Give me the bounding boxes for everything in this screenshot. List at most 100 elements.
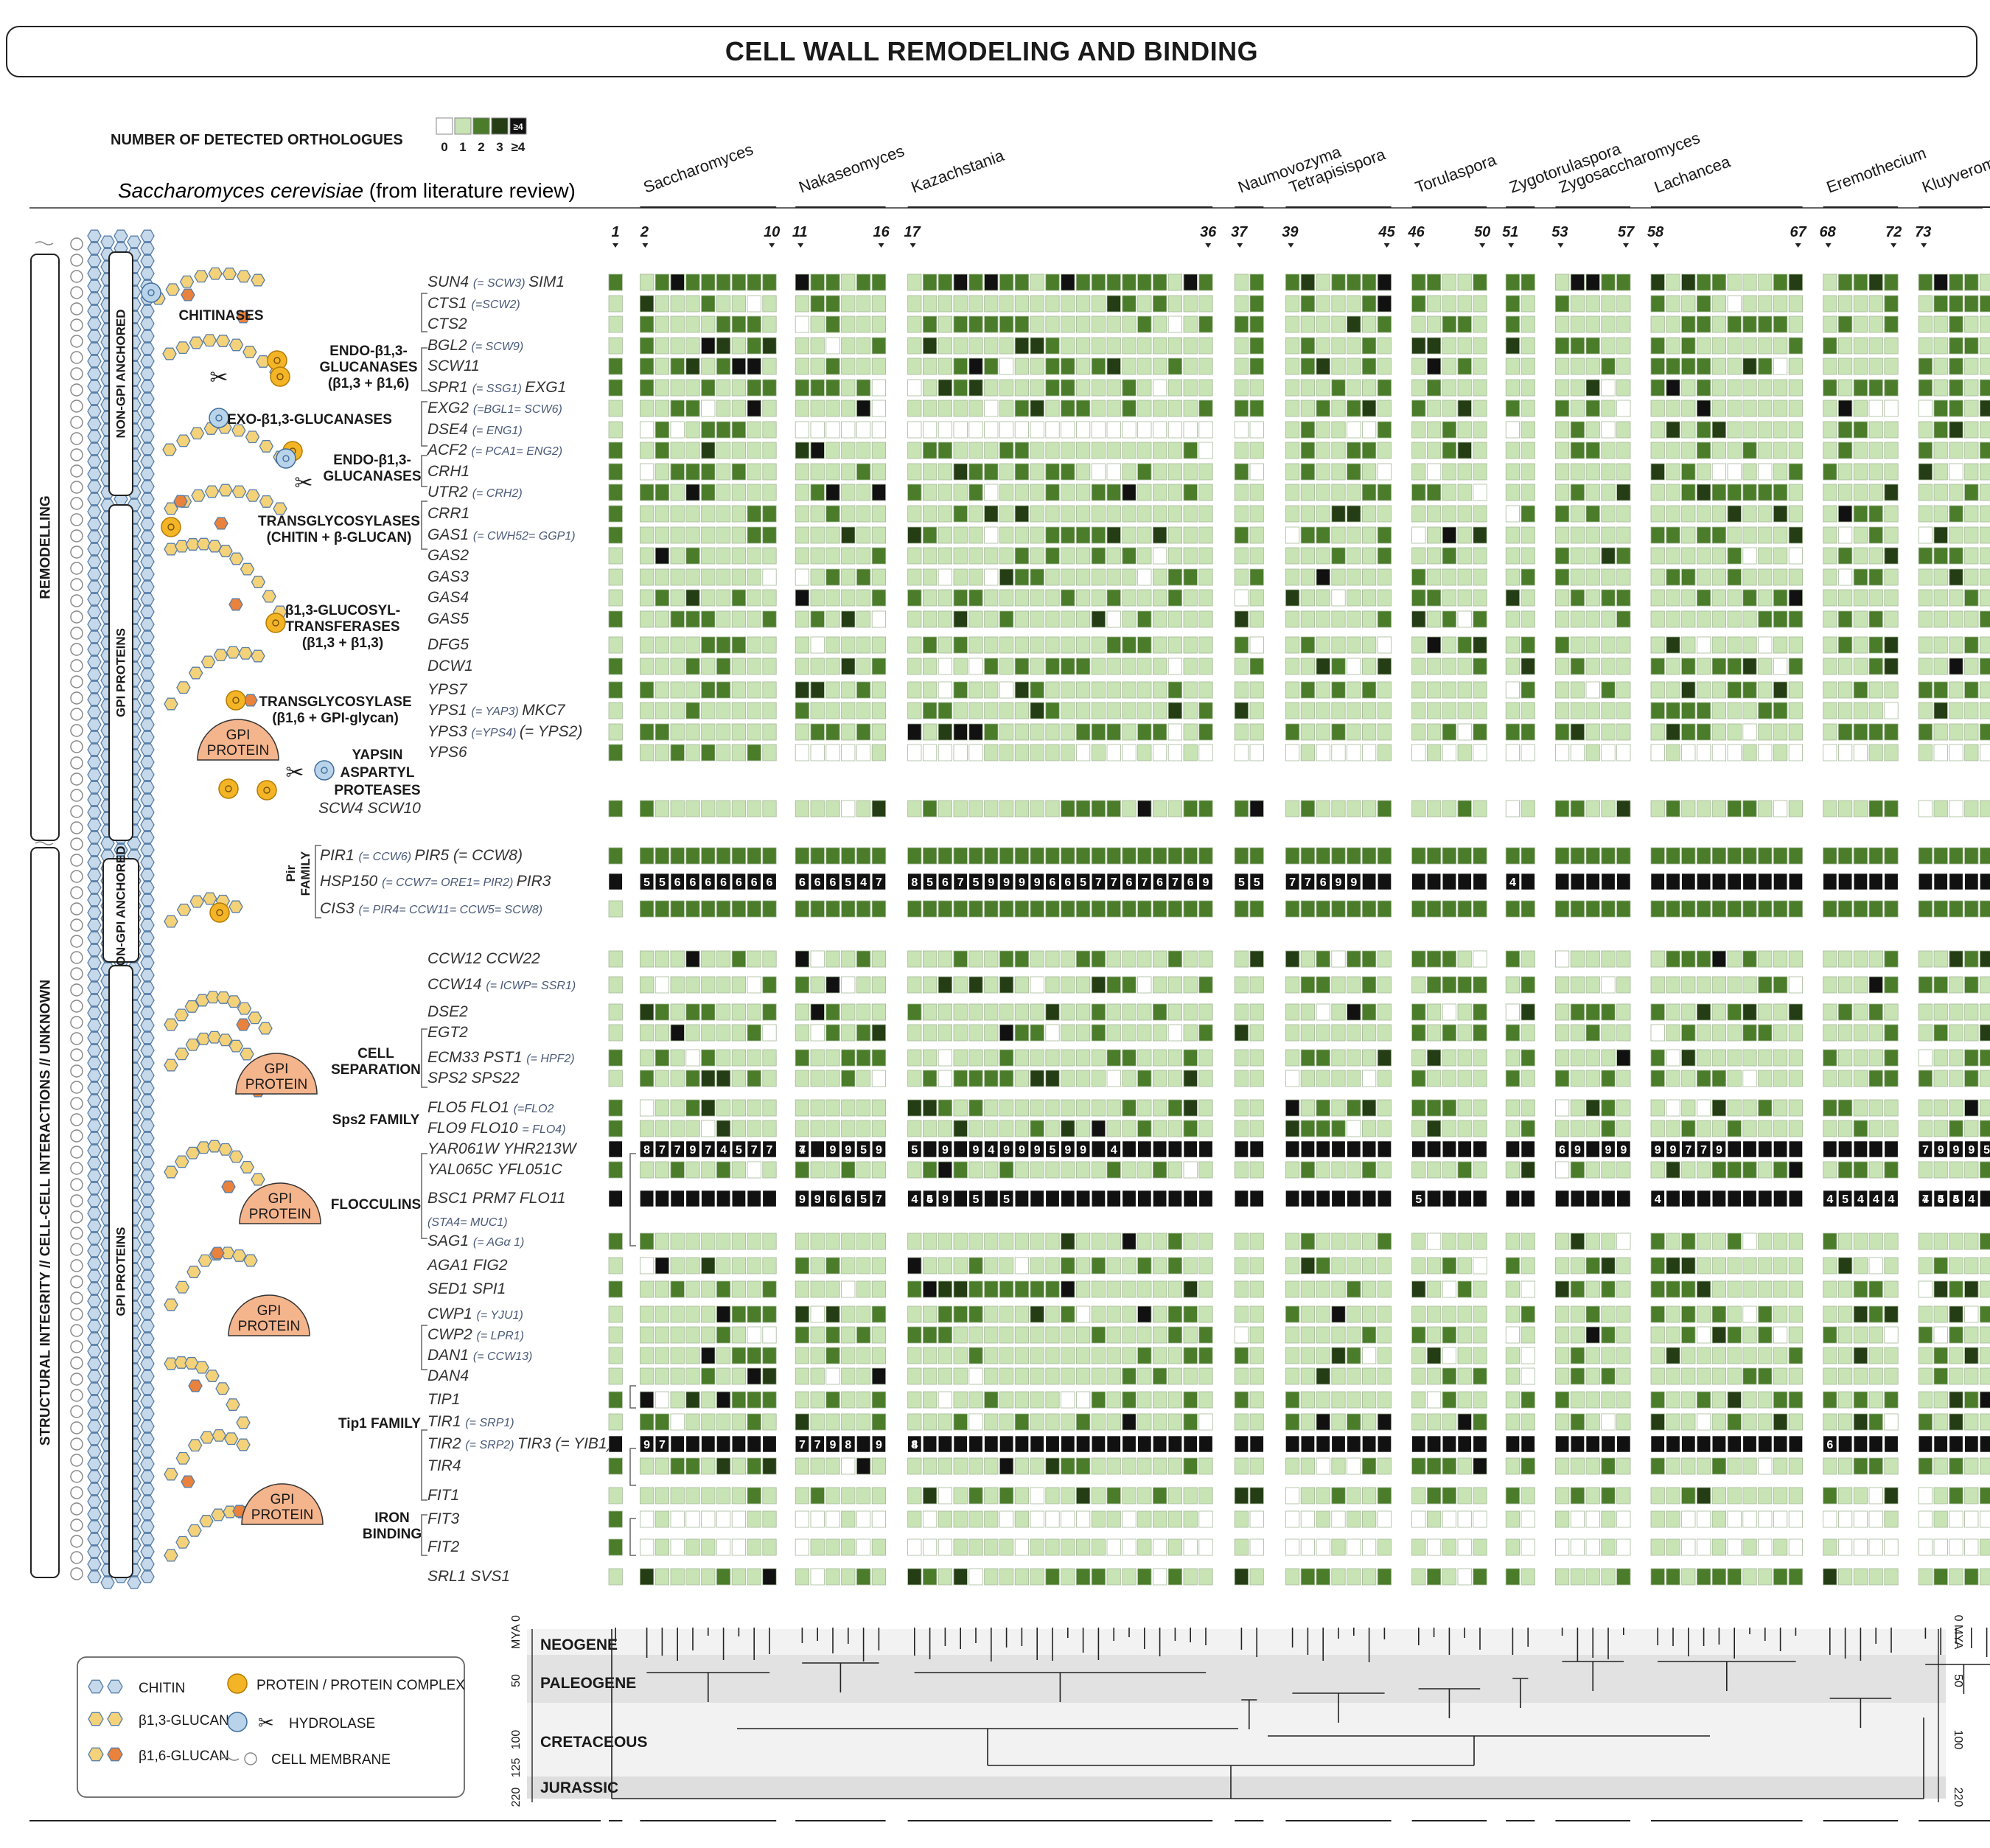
cell xyxy=(1884,295,1899,313)
cell xyxy=(1616,273,1631,291)
sugar-unit xyxy=(231,1249,247,1262)
cell xyxy=(871,315,886,333)
cell xyxy=(1616,744,1631,761)
cell xyxy=(1788,568,1803,586)
sugar-unit xyxy=(140,1294,155,1308)
cell xyxy=(1666,1161,1680,1179)
cell xyxy=(1979,526,1990,544)
membrane-head xyxy=(70,886,83,899)
cell xyxy=(825,547,840,565)
pir-family-label: FAMILY xyxy=(298,851,313,896)
cell xyxy=(640,1487,654,1504)
cell xyxy=(1884,421,1899,439)
sugar-unit xyxy=(100,774,115,787)
cell xyxy=(1521,636,1535,654)
membrane-head xyxy=(70,481,83,494)
cell xyxy=(731,847,747,865)
cell xyxy=(1601,744,1616,761)
cell xyxy=(1183,442,1198,459)
cell xyxy=(1949,315,1963,333)
cell xyxy=(825,526,840,544)
cell xyxy=(1853,800,1868,817)
cell xyxy=(1183,589,1198,607)
cell xyxy=(1884,900,1899,918)
sugar-unit xyxy=(127,1112,142,1126)
cell xyxy=(1585,1257,1600,1275)
legend-swatch xyxy=(491,117,509,135)
cell xyxy=(731,1049,747,1067)
cell xyxy=(1696,702,1711,719)
sugar-unit xyxy=(216,991,231,1004)
cell xyxy=(1331,681,1346,699)
cell xyxy=(1868,1232,1883,1250)
cell xyxy=(841,568,856,586)
cell xyxy=(1076,1391,1091,1409)
cell xyxy=(907,295,922,313)
scissors-icon: ✂ xyxy=(285,761,304,785)
cell xyxy=(1331,379,1346,397)
cell xyxy=(608,950,623,968)
cell xyxy=(1377,723,1392,741)
cell xyxy=(907,900,922,918)
cell xyxy=(1030,1413,1044,1431)
column-number: 17 xyxy=(904,224,921,240)
cell xyxy=(968,1140,983,1158)
sugar-unit xyxy=(127,411,142,424)
cell xyxy=(1650,1257,1665,1275)
cell xyxy=(1061,1435,1075,1453)
cell xyxy=(1711,1190,1726,1207)
cell xyxy=(871,463,886,481)
cell xyxy=(795,463,809,481)
cell xyxy=(1521,400,1535,417)
sugar-unit xyxy=(140,1282,155,1295)
cell xyxy=(747,1413,761,1431)
cell xyxy=(1554,800,1570,817)
sugar-unit xyxy=(100,1513,115,1527)
sugar-unit xyxy=(140,1182,155,1195)
cell xyxy=(1061,1280,1075,1298)
cell xyxy=(747,1457,761,1475)
cell xyxy=(1884,1305,1899,1323)
cell xyxy=(1788,1305,1803,1323)
cell xyxy=(716,1140,731,1158)
gene-label: CRR1 xyxy=(427,505,469,522)
cell xyxy=(1137,1326,1152,1344)
cell xyxy=(841,295,856,313)
cell xyxy=(1742,1049,1757,1067)
cell xyxy=(1711,400,1726,417)
cell xyxy=(1377,358,1392,375)
cell xyxy=(810,1049,825,1067)
sugar-unit xyxy=(100,1388,115,1401)
cell xyxy=(1457,800,1472,817)
column-number: 51 xyxy=(1502,224,1518,240)
cell xyxy=(984,379,999,397)
cell xyxy=(1601,505,1616,523)
cell xyxy=(685,1367,700,1385)
cell xyxy=(825,1120,840,1137)
cell xyxy=(1122,847,1137,865)
cell xyxy=(1554,847,1570,865)
cell xyxy=(1106,950,1121,968)
sugar-unit xyxy=(87,1207,102,1220)
cell xyxy=(1473,1457,1487,1475)
cell xyxy=(1234,1457,1249,1475)
cell xyxy=(1616,295,1631,313)
cell xyxy=(1505,547,1520,565)
cell xyxy=(1167,1305,1182,1323)
cell xyxy=(1918,421,1933,439)
cell xyxy=(1853,400,1868,417)
cell xyxy=(1823,295,1837,313)
cell xyxy=(841,1161,856,1179)
cell xyxy=(747,1487,761,1504)
cell xyxy=(1183,379,1198,397)
cell xyxy=(1696,681,1711,699)
cell xyxy=(762,547,777,565)
cell xyxy=(1331,1070,1346,1087)
cell xyxy=(1316,547,1330,565)
cell xyxy=(1521,1347,1535,1364)
cell xyxy=(1167,723,1182,741)
cell xyxy=(953,463,968,481)
membrane-head xyxy=(70,610,83,624)
cell xyxy=(1153,484,1167,501)
cell xyxy=(1427,1070,1442,1087)
